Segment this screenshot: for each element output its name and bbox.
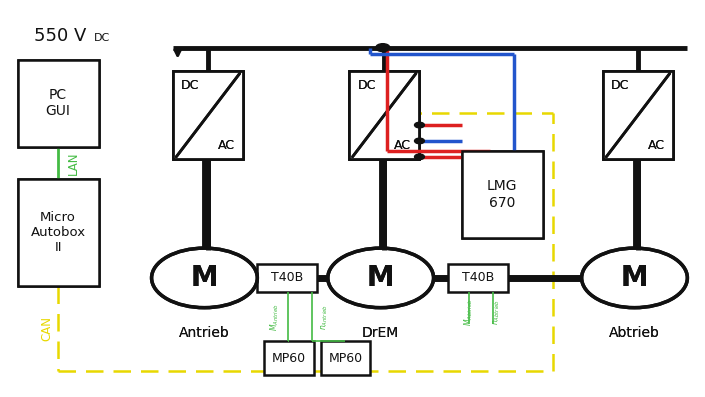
Circle shape: [415, 154, 424, 160]
Bar: [349, 71, 419, 159]
Text: 550 V: 550 V: [34, 27, 86, 45]
Text: DC: DC: [94, 33, 110, 43]
Text: LMG
670: LMG 670: [487, 179, 517, 210]
Bar: [18, 60, 99, 147]
Text: AC: AC: [394, 139, 411, 152]
Text: LAN: LAN: [68, 151, 80, 175]
Text: Micro
Autobox
II: Micro Autobox II: [30, 211, 86, 254]
Bar: [462, 151, 543, 238]
Text: AC: AC: [648, 139, 665, 152]
Bar: [349, 71, 419, 159]
Bar: [264, 341, 314, 375]
Text: M: M: [190, 264, 219, 292]
Bar: [173, 71, 243, 159]
Text: DrEM: DrEM: [362, 326, 399, 339]
Text: M: M: [190, 264, 219, 292]
Text: $n_{Antrieb}$: $n_{Antrieb}$: [319, 304, 330, 330]
Text: LMG
670: LMG 670: [487, 179, 517, 210]
Text: AC: AC: [218, 139, 235, 152]
Text: T40B: T40B: [271, 272, 303, 284]
Text: Antrieb: Antrieb: [179, 326, 230, 339]
Bar: [18, 179, 99, 286]
Circle shape: [415, 138, 424, 144]
Text: Abtrieb: Abtrieb: [609, 326, 660, 339]
Bar: [462, 151, 543, 238]
Text: DC: DC: [611, 79, 630, 92]
Circle shape: [415, 122, 424, 128]
Text: M: M: [620, 264, 649, 292]
Text: $M_{Abtrieb}$: $M_{Abtrieb}$: [462, 298, 475, 326]
Text: Abtrieb: Abtrieb: [609, 326, 660, 339]
Text: DC: DC: [357, 79, 376, 92]
Text: DC: DC: [181, 79, 200, 92]
Bar: [448, 264, 508, 292]
Bar: [18, 179, 99, 286]
Text: PC
GUI: PC GUI: [46, 88, 70, 118]
Text: PC
GUI: PC GUI: [46, 88, 70, 118]
Text: M: M: [367, 264, 395, 292]
Text: $n_{Abtrieb}$: $n_{Abtrieb}$: [492, 299, 502, 325]
Text: DC: DC: [181, 79, 200, 92]
Text: M: M: [620, 264, 649, 292]
Circle shape: [376, 44, 390, 52]
Text: AC: AC: [218, 139, 235, 152]
Text: DC: DC: [611, 79, 630, 92]
Text: AC: AC: [394, 139, 411, 152]
Text: DrEM: DrEM: [362, 326, 399, 339]
Text: AC: AC: [648, 139, 665, 152]
Text: Antrieb: Antrieb: [179, 326, 230, 339]
Bar: [603, 71, 673, 159]
Text: MP60: MP60: [272, 352, 306, 365]
Text: Micro
Autobox
II: Micro Autobox II: [30, 211, 86, 254]
Text: DC: DC: [357, 79, 376, 92]
Text: T40B: T40B: [462, 272, 494, 284]
Bar: [18, 60, 99, 147]
Text: $M_{Antrieb}$: $M_{Antrieb}$: [268, 303, 281, 331]
Text: M: M: [367, 264, 395, 292]
Text: MP60: MP60: [329, 352, 362, 365]
Bar: [257, 264, 317, 292]
Bar: [603, 71, 673, 159]
Bar: [173, 71, 243, 159]
Bar: [321, 341, 370, 375]
Text: CAN: CAN: [40, 316, 54, 341]
